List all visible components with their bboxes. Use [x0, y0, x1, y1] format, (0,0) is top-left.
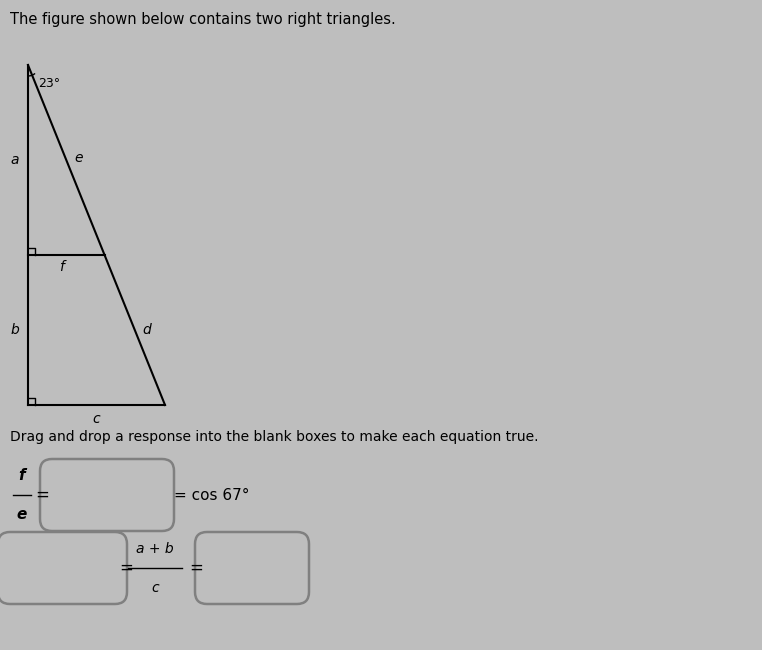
Text: e: e — [17, 507, 27, 522]
Text: =: = — [119, 559, 133, 577]
Text: a + b: a + b — [136, 542, 174, 556]
FancyBboxPatch shape — [0, 532, 127, 604]
Text: =: = — [189, 559, 203, 577]
Text: c: c — [93, 412, 101, 426]
Text: a: a — [11, 153, 19, 167]
Text: =: = — [35, 486, 49, 504]
FancyBboxPatch shape — [40, 459, 174, 531]
Text: 23°: 23° — [38, 77, 60, 90]
Text: The figure shown below contains two right triangles.: The figure shown below contains two righ… — [10, 12, 395, 27]
Text: f: f — [19, 468, 25, 483]
Text: b: b — [11, 323, 19, 337]
Text: f: f — [59, 260, 64, 274]
Text: d: d — [142, 323, 151, 337]
Text: Drag and drop a response into the blank boxes to make each equation true.: Drag and drop a response into the blank … — [10, 430, 539, 444]
Text: c: c — [151, 581, 158, 595]
Text: = cos 67°: = cos 67° — [174, 488, 249, 502]
FancyBboxPatch shape — [195, 532, 309, 604]
Text: e: e — [74, 151, 82, 165]
